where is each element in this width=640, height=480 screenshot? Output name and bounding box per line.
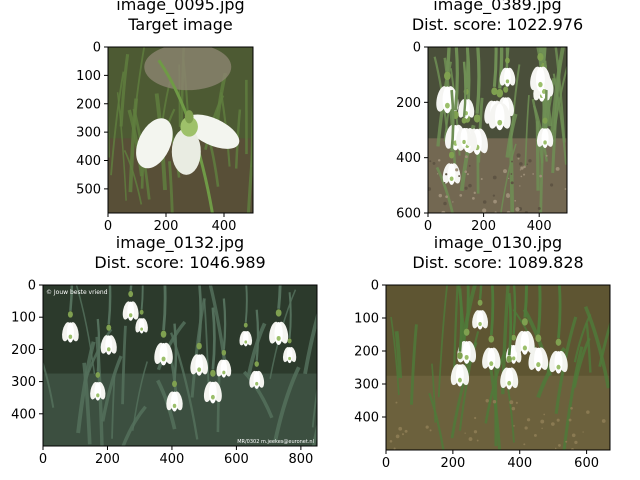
subplot-title-score: Dist. score: 1022.976 (412, 15, 583, 34)
y-tick-label: 100 (11, 311, 36, 326)
x-tick-label: 400 (212, 219, 237, 234)
x-tick-label: 200 (95, 452, 120, 467)
x-tick-label: 600 (574, 456, 599, 471)
x-tick-label: 800 (288, 452, 313, 467)
y-tick-label: 400 (396, 151, 421, 166)
y-tick-label: 500 (76, 182, 101, 197)
x-tick-label: 600 (224, 452, 249, 467)
subplot-title-score: Dist. score: 1089.828 (412, 253, 583, 272)
x-tick-label: 200 (154, 219, 179, 234)
y-tick-label: 300 (354, 378, 379, 393)
subplot-title-filename: image_0389.jpg (433, 0, 561, 15)
watermark-bottom-right: MR/0302 m.jeekes@euronet.nl (237, 439, 314, 445)
y-tick-label: 0 (413, 41, 421, 56)
y-tick-label: 200 (354, 345, 379, 360)
axes-frame (42, 284, 318, 447)
y-tick-label: 400 (76, 154, 101, 169)
x-tick-label: 200 (471, 219, 496, 234)
axes-frame (427, 46, 568, 214)
thumbnail-image (428, 47, 567, 213)
y-tick-label: 0 (371, 279, 379, 294)
axes-frame (385, 284, 611, 451)
x-tick-label: 400 (507, 456, 532, 471)
y-tick-label: 200 (11, 343, 36, 358)
thumbnail-image (386, 285, 610, 450)
y-tick-label: 400 (11, 407, 36, 422)
subplot-title-filename: image_0132.jpg (116, 233, 244, 253)
subplot-title-score: Target image (127, 15, 232, 34)
y-tick-label: 0 (93, 41, 101, 56)
x-tick-label: 400 (160, 452, 185, 467)
subplot-title-score: Dist. score: 1046.989 (94, 253, 265, 272)
y-tick-label: 400 (354, 411, 379, 426)
thumbnail-image: © Jouw beste vriend MR/0302 m.jeekes@euro… (43, 285, 317, 446)
x-tick-label: 400 (527, 219, 552, 234)
subplot-title-filename: image_0095.jpg (116, 0, 244, 15)
y-tick-label: 300 (76, 126, 101, 141)
subplot-3: © Jouw beste vriend MR/0302 m.jeekes@euro… (11, 233, 318, 467)
y-tick-label: 300 (11, 375, 36, 390)
x-tick-label: 0 (39, 452, 47, 467)
y-tick-label: 200 (396, 96, 421, 111)
x-tick-label: 0 (424, 219, 432, 234)
watermark-top-left: © Jouw beste vriend (46, 289, 108, 296)
x-tick-label: 200 (440, 456, 465, 471)
axes-frame (107, 46, 254, 214)
y-tick-label: 100 (76, 69, 101, 84)
thumbnail-image (108, 47, 253, 213)
x-tick-label: 0 (382, 456, 390, 471)
y-tick-label: 200 (76, 97, 101, 112)
x-tick-label: 0 (104, 219, 112, 234)
y-tick-label: 600 (396, 207, 421, 222)
subplot-title-filename: image_0130.jpg (434, 233, 562, 253)
y-tick-label: 0 (28, 279, 36, 294)
y-tick-label: 100 (354, 312, 379, 327)
